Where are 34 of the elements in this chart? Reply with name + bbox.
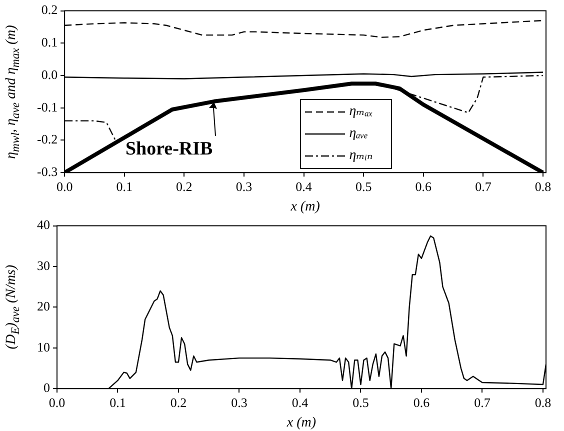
x-tick-label: 0.5 [352,394,369,410]
x-tick-label: 0.3 [231,394,248,410]
y-tick-label: -0.1 [36,99,58,114]
x-tick-label: 0.4 [296,178,312,194]
y-tick-label: 0.1 [41,34,58,50]
x-axis-title: x (m) [286,415,316,430]
annotation: Shore-RIB [125,138,214,160]
x-tick-label: 0.1 [110,394,126,410]
legend-label: ηₘₐₓ [349,103,373,120]
legend-label: ηₐᵥₑ [349,126,368,142]
x-tick-label: 0.3 [236,178,252,194]
x-tick-label: 0.7 [474,394,491,410]
y-tick-label: 30 [37,258,50,273]
legend-label: ηₘᵢₙ [349,147,373,164]
y-tick-label: 0.2 [41,2,58,18]
y-tick-label: 0.0 [41,66,58,82]
x-tick-label: 0.0 [56,178,73,194]
y-tick-label: -0.2 [36,132,58,147]
y-tick-label: 0 [44,380,50,396]
x-tick-label: 0.1 [116,178,133,194]
x-axis-title: x (m) [290,199,320,214]
y-tick-label: 40 [37,217,50,232]
x-tick-label: 0.6 [415,178,432,194]
x-tick-label: 0.6 [413,394,430,410]
y-tick-label: 20 [37,298,50,314]
x-tick-label: 0.4 [292,394,309,410]
x-tick-label: 0.5 [355,178,372,194]
x-tick-label: 0.2 [176,178,192,194]
x-tick-label: 0.2 [170,394,187,410]
y-tick-label: 10 [37,339,50,354]
x-tick-label: 0.8 [534,394,552,410]
x-tick-label: 0.7 [475,178,492,194]
y-tick-label: -0.3 [36,164,58,180]
x-tick-label: 0.8 [534,178,552,194]
